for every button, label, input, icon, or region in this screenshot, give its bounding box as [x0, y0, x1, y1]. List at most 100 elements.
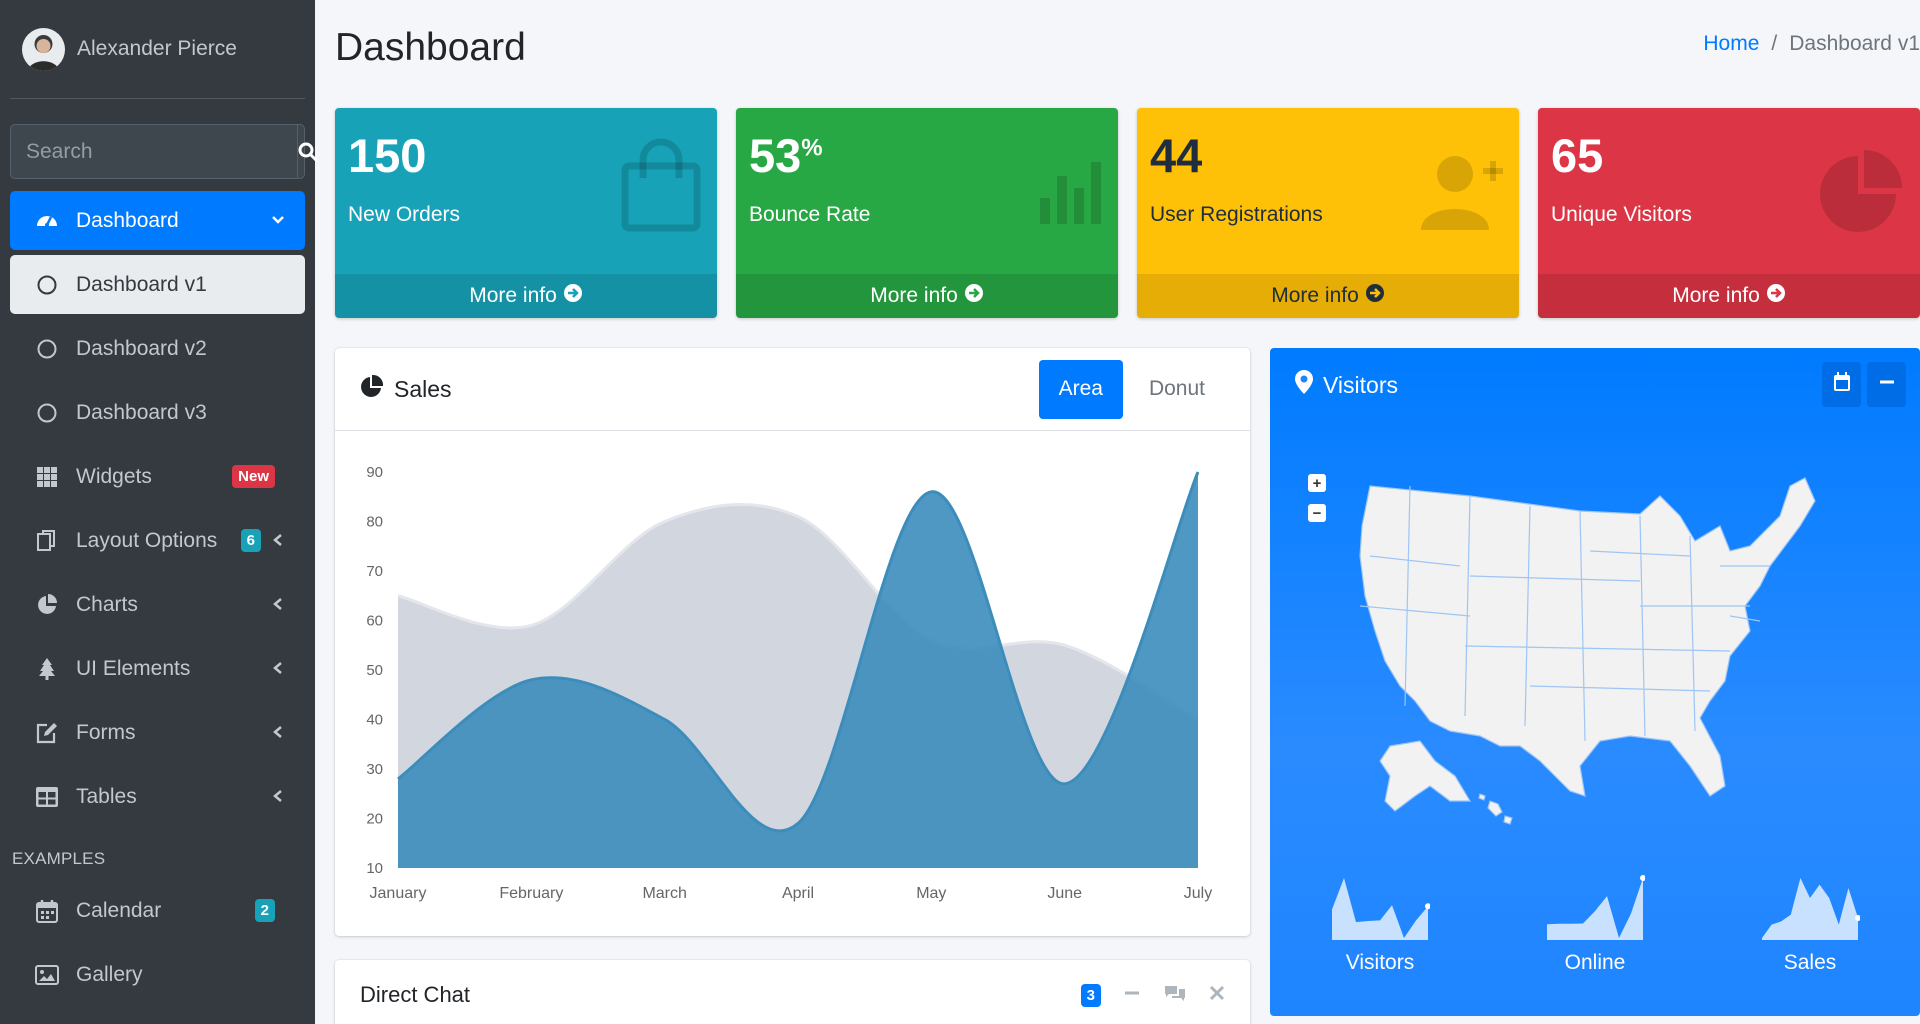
collapse-button[interactable] [1867, 362, 1906, 407]
sidebar-item-dashboard-v3[interactable]: Dashboard v3 [10, 383, 305, 442]
x-tick-label: June [1047, 885, 1082, 902]
y-tick-label: 40 [366, 712, 383, 729]
minus-icon [1879, 374, 1895, 395]
x-tick-label: January [370, 885, 427, 902]
tab-area[interactable]: Area [1038, 359, 1123, 419]
stat-label: Unique Visitors [1551, 203, 1692, 226]
arrow-circle-right-icon [964, 283, 984, 309]
x-tick-label: February [499, 885, 563, 902]
sparkline-endpoint [1425, 903, 1431, 910]
x-tick-label: March [642, 885, 686, 902]
more-info-link[interactable]: More info [1538, 274, 1920, 318]
y-tick-label: 10 [366, 860, 383, 877]
sidebar-item-tables[interactable]: Tables [10, 767, 305, 826]
series-line-0 [397, 502, 1199, 721]
stat-value: 44 [1150, 129, 1203, 182]
arrow-circle-right-icon [1365, 283, 1385, 309]
pie-chart-icon [1820, 142, 1904, 241]
more-info-link[interactable]: More info [736, 274, 1118, 318]
search-button[interactable] [297, 125, 318, 178]
tab-donut[interactable]: Donut [1148, 377, 1205, 400]
sidebar-item-layout-options[interactable]: Layout Options 6 [10, 511, 305, 570]
minus-icon[interactable] [1123, 984, 1141, 1007]
us-map [1359, 477, 1816, 825]
pie-chart-icon [34, 592, 60, 618]
more-info-link[interactable]: More info [1137, 274, 1519, 318]
close-icon[interactable] [1209, 985, 1225, 1006]
direct-chat-card: Direct Chat 3 [335, 960, 1250, 1024]
search-input[interactable] [11, 125, 297, 178]
circle-icon [34, 400, 60, 426]
sidebar-item-widgets[interactable]: Widgets New [10, 447, 305, 506]
sidebar-item-gallery[interactable]: Gallery [10, 945, 305, 1004]
sidebar-item-ui-elements[interactable]: UI Elements [10, 639, 305, 698]
more-info-link[interactable]: More info [335, 274, 717, 318]
edit-icon [34, 720, 60, 746]
count-badge: 2 [254, 899, 275, 922]
x-tick-label: April [782, 885, 814, 902]
message-count-badge: 3 [1080, 983, 1101, 1007]
avatar[interactable] [22, 27, 65, 71]
sidebar-item-forms[interactable]: Forms [10, 703, 305, 762]
sidebar: Alexander Pierce Dashboard Dashboard v1 … [0, 0, 318, 1024]
x-tick-label: May [916, 885, 946, 902]
copy-icon [34, 528, 60, 554]
sparkline-label: Sales [1783, 951, 1837, 974]
page-title: Dashboard [335, 26, 526, 69]
sidebar-item-label: Dashboard v3 [76, 400, 207, 424]
y-tick-label: 80 [366, 514, 383, 531]
user-plus-icon [1421, 152, 1503, 237]
y-tick-label: 20 [366, 811, 383, 828]
sales-area-chart: 90 80 70 60 50 40 30 20 10 January February March Ap… [366, 464, 1212, 902]
chevron-left-icon [271, 593, 285, 617]
series-line-1 [397, 471, 1200, 833]
y-tick-label: 60 [366, 613, 383, 630]
date-range-button[interactable] [1822, 362, 1861, 407]
sparkline-endpoint [1640, 875, 1646, 881]
breadcrumb-home-link[interactable]: Home [1703, 32, 1760, 55]
sidebar-item-label: Tables [76, 784, 137, 808]
chart-tabs: Area Donut [1038, 359, 1225, 419]
table-icon [34, 784, 60, 810]
sidebar-item-label: Calendar [76, 898, 162, 922]
sparkline-label: Online [1564, 951, 1626, 974]
arrow-circle-right-icon [1766, 283, 1786, 309]
sparkline-visitors: Visitors [1280, 870, 1480, 975]
stat-label: User Registrations [1150, 203, 1323, 226]
tachometer-icon [34, 208, 60, 234]
zoom-in-button[interactable]: + [1308, 474, 1326, 492]
sidebar-item-dashboard[interactable]: Dashboard [10, 191, 305, 250]
stat-box-bounce-rate: 53% Bounce Rate More info [736, 108, 1118, 318]
sales-card-header: Sales Area Donut [335, 348, 1250, 431]
sparkline-sales: Sales [1710, 870, 1910, 975]
stat-box-new-orders: 150 New Orders More info [335, 108, 717, 318]
tree-icon [34, 656, 60, 682]
sparkline-area [1762, 878, 1858, 940]
sidebar-item-dashboard-v2[interactable]: Dashboard v2 [10, 319, 305, 378]
sidebar-item-calendar[interactable]: Calendar 2 [10, 881, 305, 940]
sidebar-item-label: Forms [76, 720, 136, 744]
bar-chart-icon [1040, 154, 1102, 229]
sparkline-area [1547, 878, 1643, 940]
breadcrumb-separator: / [1771, 32, 1778, 55]
chat-card-header: Direct Chat 3 [335, 960, 1250, 1024]
calendar-icon [1833, 372, 1851, 397]
chat-tools: 3 [1080, 983, 1225, 1008]
stat-value: 53% [749, 129, 823, 182]
user-panel[interactable]: Alexander Pierce [10, 0, 305, 99]
user-name[interactable]: Alexander Pierce [77, 37, 237, 60]
sidebar-item-label: Dashboard [76, 208, 179, 232]
sidebar-item-label: Layout Options [76, 528, 218, 552]
sparkline-online: Online [1495, 870, 1695, 975]
sidebar-item-dashboard-v1[interactable]: Dashboard v1 [10, 255, 305, 314]
calendar-icon [34, 898, 60, 924]
chevron-left-icon [271, 721, 285, 745]
sparkline-endpoint [1855, 915, 1861, 921]
card-title: Visitors [1295, 370, 1398, 400]
card-title: Sales [360, 374, 1039, 404]
comments-icon[interactable] [1163, 983, 1187, 1008]
shopping-bag-icon [621, 138, 701, 237]
sidebar-item-charts[interactable]: Charts [10, 575, 305, 634]
zoom-out-button[interactable]: − [1308, 504, 1326, 522]
nav-header-examples: EXAMPLES [12, 849, 106, 868]
